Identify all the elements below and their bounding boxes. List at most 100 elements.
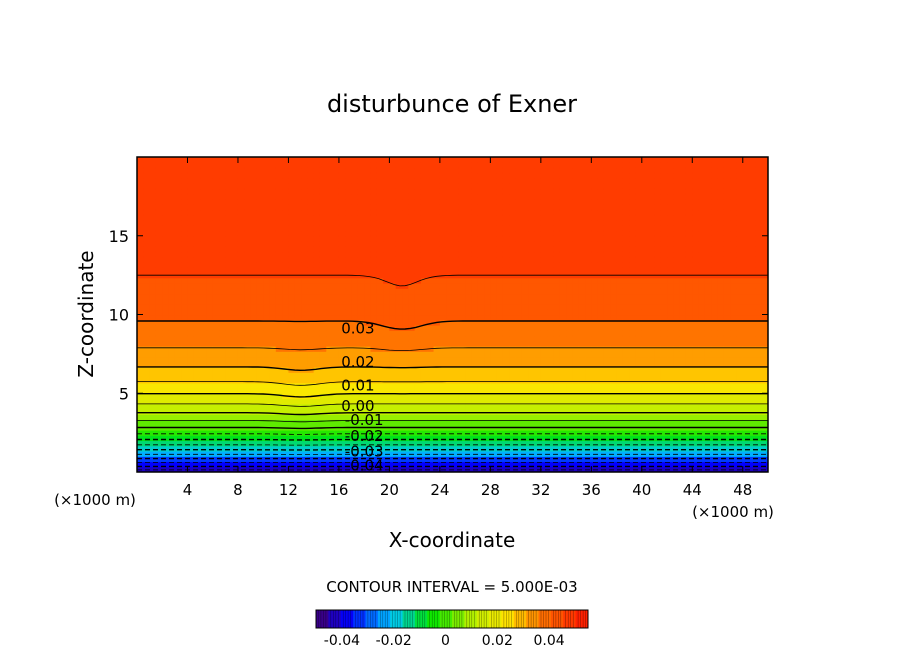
contour-cell xyxy=(294,330,302,337)
contour-cell xyxy=(200,183,208,190)
contour-cell xyxy=(585,172,592,179)
contour-cell xyxy=(572,414,580,421)
contour-cell xyxy=(307,340,315,347)
contour-cell xyxy=(269,267,277,274)
contour-cell xyxy=(427,262,435,268)
contour-cell xyxy=(477,319,485,326)
contour-cell xyxy=(206,267,214,274)
contour-cell xyxy=(484,419,491,426)
contour-cell xyxy=(553,241,561,247)
contour-cell xyxy=(547,199,555,205)
contour-cell xyxy=(370,445,378,452)
contour-cell xyxy=(521,367,529,373)
contour-cell xyxy=(610,157,618,163)
contour-cell xyxy=(313,440,321,447)
contour-cell xyxy=(585,403,592,410)
contour-cell xyxy=(313,314,321,321)
contour-cell xyxy=(263,157,271,163)
contour-cell xyxy=(383,157,390,163)
contour-cell xyxy=(641,256,649,263)
contour-cell xyxy=(572,356,580,363)
contour-cell xyxy=(250,451,258,457)
contour-cell xyxy=(351,214,359,221)
contour-cell xyxy=(439,277,447,284)
contour-cell xyxy=(654,382,662,389)
contour-cell xyxy=(408,288,416,295)
contour-cell xyxy=(446,214,454,221)
contour-cell xyxy=(263,335,271,342)
contour-cell xyxy=(534,309,542,316)
contour-cell xyxy=(282,167,290,174)
contour-cell xyxy=(168,335,176,342)
contour-cell xyxy=(528,356,536,363)
contour-cell xyxy=(534,298,542,305)
contour-cell xyxy=(174,435,182,442)
contour-cell xyxy=(402,309,409,316)
contour-cell xyxy=(559,325,567,331)
contour-cell xyxy=(395,377,403,384)
contour-cell xyxy=(364,262,372,268)
contour-cell xyxy=(275,214,283,221)
contour-cell xyxy=(181,325,189,331)
contour-cell xyxy=(326,220,334,226)
contour-cell xyxy=(389,461,397,468)
contour-cell xyxy=(294,398,302,405)
contour-cell xyxy=(364,288,372,295)
contour-cell xyxy=(515,262,523,268)
contour-cell xyxy=(395,193,403,200)
contour-cell xyxy=(389,314,397,321)
contour-cell xyxy=(408,220,416,226)
contour-cell xyxy=(256,346,264,352)
contour-cell xyxy=(294,183,302,190)
contour-cell xyxy=(206,230,214,237)
contour-cell xyxy=(225,461,233,468)
contour-cell xyxy=(502,262,510,268)
contour-cell xyxy=(288,440,296,447)
contour-cell xyxy=(660,393,668,400)
contour-cell xyxy=(559,356,567,363)
contour-cell xyxy=(250,456,258,463)
contour-cell xyxy=(641,309,649,316)
contour-cell xyxy=(585,372,592,379)
contour-cell xyxy=(389,440,397,447)
contour-cell xyxy=(383,414,390,421)
contour-cell xyxy=(616,262,624,268)
contour-cell xyxy=(446,466,454,472)
contour-cell xyxy=(635,414,643,421)
contour-cell xyxy=(174,419,182,426)
contour-cell xyxy=(237,393,245,400)
contour-cell xyxy=(585,214,592,221)
contour-cell xyxy=(301,377,308,384)
contour-cell xyxy=(566,225,573,232)
contour-cell xyxy=(162,346,170,352)
contour-cell xyxy=(484,319,491,326)
contour-cell xyxy=(237,403,245,410)
contour-cell xyxy=(326,193,334,200)
contour-cell xyxy=(370,361,378,368)
contour-cell xyxy=(181,193,189,200)
contour-cell xyxy=(357,277,365,284)
contour-cell xyxy=(332,225,340,232)
contour-cell xyxy=(288,277,296,284)
contour-cell xyxy=(174,178,182,184)
contour-cell xyxy=(206,157,214,163)
contour-cell xyxy=(496,351,504,358)
contour-cell xyxy=(648,283,656,289)
contour-cell xyxy=(294,430,302,436)
contour-cell xyxy=(338,325,346,331)
contour-cell xyxy=(585,288,592,295)
contour-cell xyxy=(641,199,649,205)
contour-cell xyxy=(547,188,555,195)
contour-cell xyxy=(332,304,340,310)
contour-cell xyxy=(383,382,390,389)
contour-cell xyxy=(591,178,599,184)
contour-cell xyxy=(269,367,277,373)
contour-cell xyxy=(616,283,624,289)
contour-cell xyxy=(219,319,226,326)
contour-cell xyxy=(263,393,271,400)
contour-cell xyxy=(219,167,226,174)
contour-cell xyxy=(585,167,592,174)
contour-cell xyxy=(502,277,510,284)
contour-cell xyxy=(143,288,151,295)
contour-cell xyxy=(452,188,460,195)
